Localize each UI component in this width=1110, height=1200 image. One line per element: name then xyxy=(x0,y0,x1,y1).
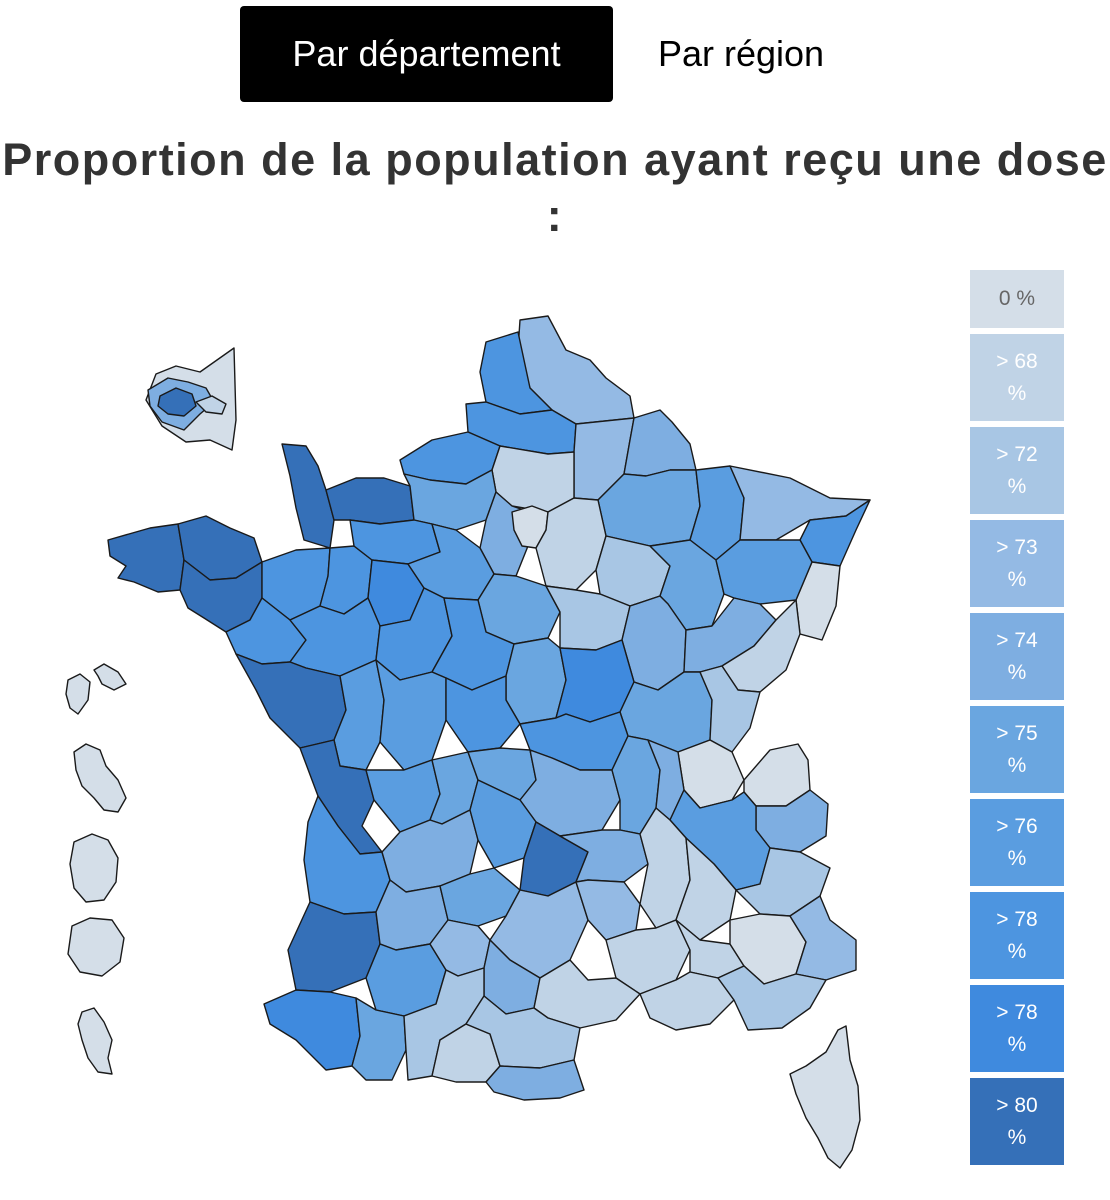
map-svg xyxy=(65,315,871,1169)
region-seine-et-marne[interactable] xyxy=(535,497,607,591)
legend-item: > 80 % xyxy=(970,1078,1064,1165)
tab-par-region[interactable]: Par région xyxy=(657,33,825,74)
region-guyane[interactable] xyxy=(69,833,119,903)
page-title: Proportion de la population ayant reçu u… xyxy=(2,134,1108,241)
legend-item: > 68 % xyxy=(970,334,1064,421)
legend-item: > 78 % xyxy=(970,892,1064,979)
region-la-reunion[interactable] xyxy=(67,917,125,977)
region-vosges[interactable] xyxy=(715,539,813,605)
region-haute-loire[interactable] xyxy=(559,829,649,883)
region-var[interactable] xyxy=(717,965,827,1031)
tab-par-departement[interactable]: Par département xyxy=(240,6,613,102)
region-alpes-maritimes[interactable] xyxy=(789,895,857,981)
legend-item: > 75 % xyxy=(970,706,1064,793)
legend-item: > 74 % xyxy=(970,613,1064,700)
legend-item: > 72 % xyxy=(970,427,1064,514)
region-ardennes[interactable] xyxy=(623,409,697,477)
region-idf-inset-east[interactable] xyxy=(195,395,227,415)
region-finistere[interactable] xyxy=(107,523,185,593)
region-cher[interactable] xyxy=(505,637,567,725)
region-martinique[interactable] xyxy=(73,743,127,813)
legend-item: > 73 % xyxy=(970,520,1064,607)
legend-item: 0 % xyxy=(970,270,1064,328)
region-pyrenees-atlantiques[interactable] xyxy=(263,989,361,1071)
region-jura[interactable] xyxy=(699,665,761,753)
region-guadeloupe[interactable] xyxy=(65,663,127,715)
view-tabs: Par département Par région xyxy=(240,6,869,102)
region-lozere[interactable] xyxy=(575,879,641,941)
region-pyrenees-orientales[interactable] xyxy=(485,1059,585,1101)
legend-item: > 76 % xyxy=(970,799,1064,886)
choropleth-map xyxy=(0,250,950,1200)
map-legend: 0 % > 68 % > 72 % > 73 % > 74 % > 75 % >… xyxy=(970,270,1064,1171)
region-mayotte[interactable] xyxy=(77,1007,113,1075)
region-vienne[interactable] xyxy=(375,659,447,771)
region-drome[interactable] xyxy=(675,837,737,941)
region-calvados[interactable] xyxy=(325,477,415,525)
region-idf-inset-paris[interactable] xyxy=(157,387,197,417)
legend-item: > 78 % xyxy=(970,985,1064,1072)
region-corse[interactable] xyxy=(789,1025,861,1169)
region-hautes-pyrenees[interactable] xyxy=(351,997,407,1081)
region-manche[interactable] xyxy=(281,443,335,549)
